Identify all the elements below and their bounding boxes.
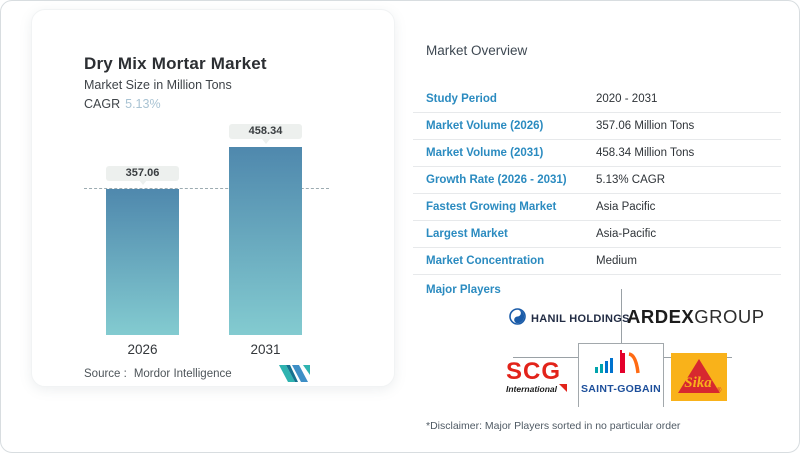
- row-label: Fastest Growing Market: [426, 201, 557, 213]
- table-row: Study Period 2020 - 2031: [413, 86, 781, 113]
- reference-dashed-line: [84, 187, 329, 189]
- badge-notch: [138, 180, 147, 186]
- source-attribution: Source : Mordor Intelligence: [84, 368, 232, 380]
- market-chart-card: Dry Mix Mortar Market Market Size in Mil…: [31, 9, 395, 387]
- row-value: 2020 - 2031: [596, 93, 658, 105]
- scg-triangle-icon: [559, 384, 568, 392]
- table-row: Market Concentration Medium: [413, 248, 781, 275]
- scg-international-logo: SCG International: [506, 358, 568, 394]
- bar-2031: [229, 147, 302, 335]
- major-players-label: Major Players: [426, 284, 501, 296]
- table-row: Market Volume (2031) 458.34 Million Tons: [413, 140, 781, 167]
- row-label: Largest Market: [426, 228, 508, 240]
- row-label: Market Volume (2031): [426, 147, 544, 159]
- bar-2026: [106, 188, 179, 335]
- scg-international-wordmark: International: [506, 384, 558, 394]
- cagr-line: CAGR 5.13%: [84, 97, 161, 111]
- source-name: Mordor Intelligence: [133, 368, 232, 380]
- svg-text:Sika: Sika: [684, 375, 712, 391]
- table-row: Fastest Growing Market Asia Pacific: [413, 194, 781, 221]
- row-value: 5.13% CAGR: [596, 174, 666, 186]
- disclaimer-text: *Disclaimer: Major Players sorted in no …: [426, 420, 681, 432]
- mordor-intelligence-logo-icon: [279, 365, 311, 387]
- cagr-label: CAGR: [84, 97, 121, 111]
- ardex-group-wordmark: GROUP: [694, 306, 765, 327]
- chart-subtitle: Market Size in Million Tons: [84, 78, 232, 92]
- scg-wordmark: SCG: [506, 358, 562, 385]
- row-label: Market Volume (2026): [426, 120, 544, 132]
- logo-grid-divider: [513, 357, 578, 358]
- saint-gobain-wordmark: SAINT-GOBAIN: [580, 383, 662, 395]
- saint-gobain-skyline-icon: [589, 350, 653, 381]
- svg-text:®: ®: [717, 387, 722, 394]
- market-overview-panel: Market Overview Study Period 2020 - 2031…: [413, 41, 781, 446]
- saint-gobain-logo: SAINT-GOBAIN: [578, 343, 664, 407]
- overview-table: Study Period 2020 - 2031 Market Volume (…: [413, 86, 781, 275]
- row-label: Growth Rate (2026 - 2031): [426, 174, 567, 186]
- badge-notch: [261, 138, 270, 144]
- row-value: 357.06 Million Tons: [596, 120, 695, 132]
- cagr-value: 5.13%: [125, 97, 161, 111]
- ardex-wordmark: ARDEX: [627, 306, 695, 327]
- sika-logo: Sika ®: [671, 353, 727, 406]
- hanil-holdings-icon: [509, 308, 526, 330]
- row-label: Study Period: [426, 93, 497, 105]
- source-label: Source :: [84, 368, 127, 380]
- table-row: Growth Rate (2026 - 2031) 5.13% CAGR: [413, 167, 781, 194]
- hanil-holdings-logo: HANIL HOLDINGS: [509, 308, 630, 330]
- row-value: Asia-Pacific: [596, 228, 657, 240]
- row-value: 458.34 Million Tons: [596, 147, 695, 159]
- bar-chart: 357.06 458.34 2026 2031: [84, 124, 329, 357]
- row-label: Market Concentration: [426, 255, 545, 267]
- table-row: Market Volume (2026) 357.06 Million Tons: [413, 113, 781, 140]
- x-axis-label-2026: 2026: [127, 342, 158, 357]
- value-badge-2026: 357.06: [106, 165, 179, 181]
- hanil-holdings-wordmark: HANIL HOLDINGS: [531, 313, 630, 325]
- row-value: Medium: [596, 255, 637, 267]
- x-axis-label-2031: 2031: [250, 342, 281, 357]
- chart-title: Dry Mix Mortar Market: [84, 54, 267, 73]
- row-value: Asia Pacific: [596, 201, 656, 213]
- major-players-logos: HANIL HOLDINGS ARDEXGROUP: [413, 289, 781, 419]
- logo-grid-divider: [621, 289, 622, 343]
- ardex-group-logo: ARDEXGROUP: [627, 306, 765, 328]
- overview-title: Market Overview: [426, 43, 528, 58]
- table-row: Largest Market Asia-Pacific: [413, 221, 781, 248]
- value-badge-2031: 458.34: [229, 124, 302, 140]
